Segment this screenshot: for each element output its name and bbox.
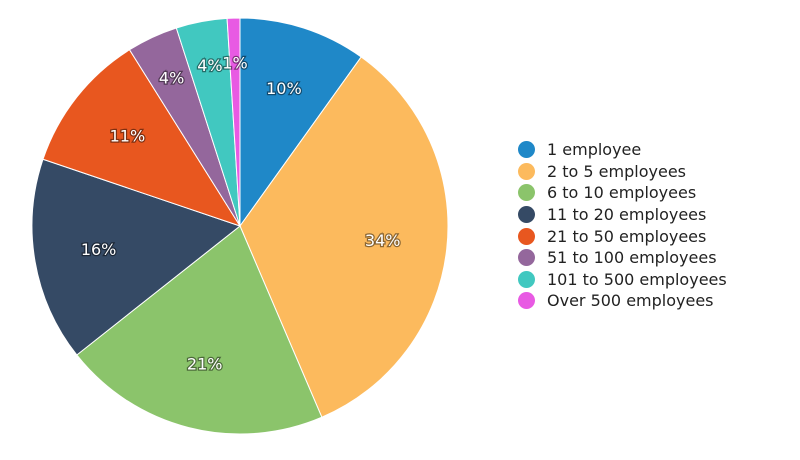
legend-item[interactable]: 11 to 20 employees	[518, 204, 727, 226]
pie-slice-labels: 10%34%21%16%11%4%4% 1%	[80, 52, 402, 375]
legend-label: 1 employee	[547, 140, 642, 160]
legend-swatch	[518, 162, 535, 180]
pie-slice-1	[239, 17, 362, 228]
legend-swatch	[518, 227, 535, 245]
legend-label: 101 to 500 employees	[547, 269, 727, 289]
legend-swatch	[518, 141, 535, 159]
pie-slice-label-2: 34%	[365, 231, 401, 250]
pie-slice-8	[226, 17, 241, 227]
pie-slice-5	[42, 49, 242, 227]
pie-slice-label-6: 4%	[159, 68, 184, 87]
pie-slice-label-8: 1%	[222, 53, 247, 72]
pie-slice-label-1: 10%	[266, 79, 302, 98]
pie-slice-2	[239, 56, 449, 418]
legend-item[interactable]: 6 to 10 employees	[518, 182, 727, 204]
pie-slice-label-7: 4%	[197, 56, 222, 75]
legend-label: 2 to 5 employees	[547, 161, 686, 181]
legend-swatch	[518, 270, 535, 288]
legend-item[interactable]: 2 to 5 employees	[518, 161, 727, 183]
legend-label: 21 to 50 employees	[547, 226, 707, 246]
legend-label: 51 to 100 employees	[547, 248, 717, 268]
legend-item[interactable]: 51 to 100 employees	[518, 247, 727, 269]
pie-slice-label-3: 21%	[187, 355, 223, 374]
legend-item[interactable]: Over 500 employees	[518, 290, 727, 312]
pie-slices	[31, 17, 449, 435]
legend-label: 11 to 20 employees	[547, 205, 707, 225]
legend-swatch	[518, 206, 535, 224]
legend-swatch	[518, 184, 535, 202]
pie-slice-4	[31, 158, 242, 356]
pie-slice-label-5: 11%	[110, 127, 146, 146]
pie-slice-3	[76, 225, 323, 435]
legend-item[interactable]: 21 to 50 employees	[518, 225, 727, 247]
legend-item[interactable]: 1 employee	[518, 139, 727, 161]
legend: 1 employee 2 to 5 employees 6 to 10 employ…	[518, 139, 727, 312]
legend-swatch	[518, 292, 535, 310]
legend-swatch	[518, 249, 535, 267]
legend-label: 6 to 10 employees	[547, 183, 697, 203]
pie-slice-label-4: 16%	[81, 240, 117, 259]
legend-item[interactable]: 101 to 500 employees	[518, 269, 727, 291]
legend-label: Over 500 employees	[547, 291, 714, 311]
